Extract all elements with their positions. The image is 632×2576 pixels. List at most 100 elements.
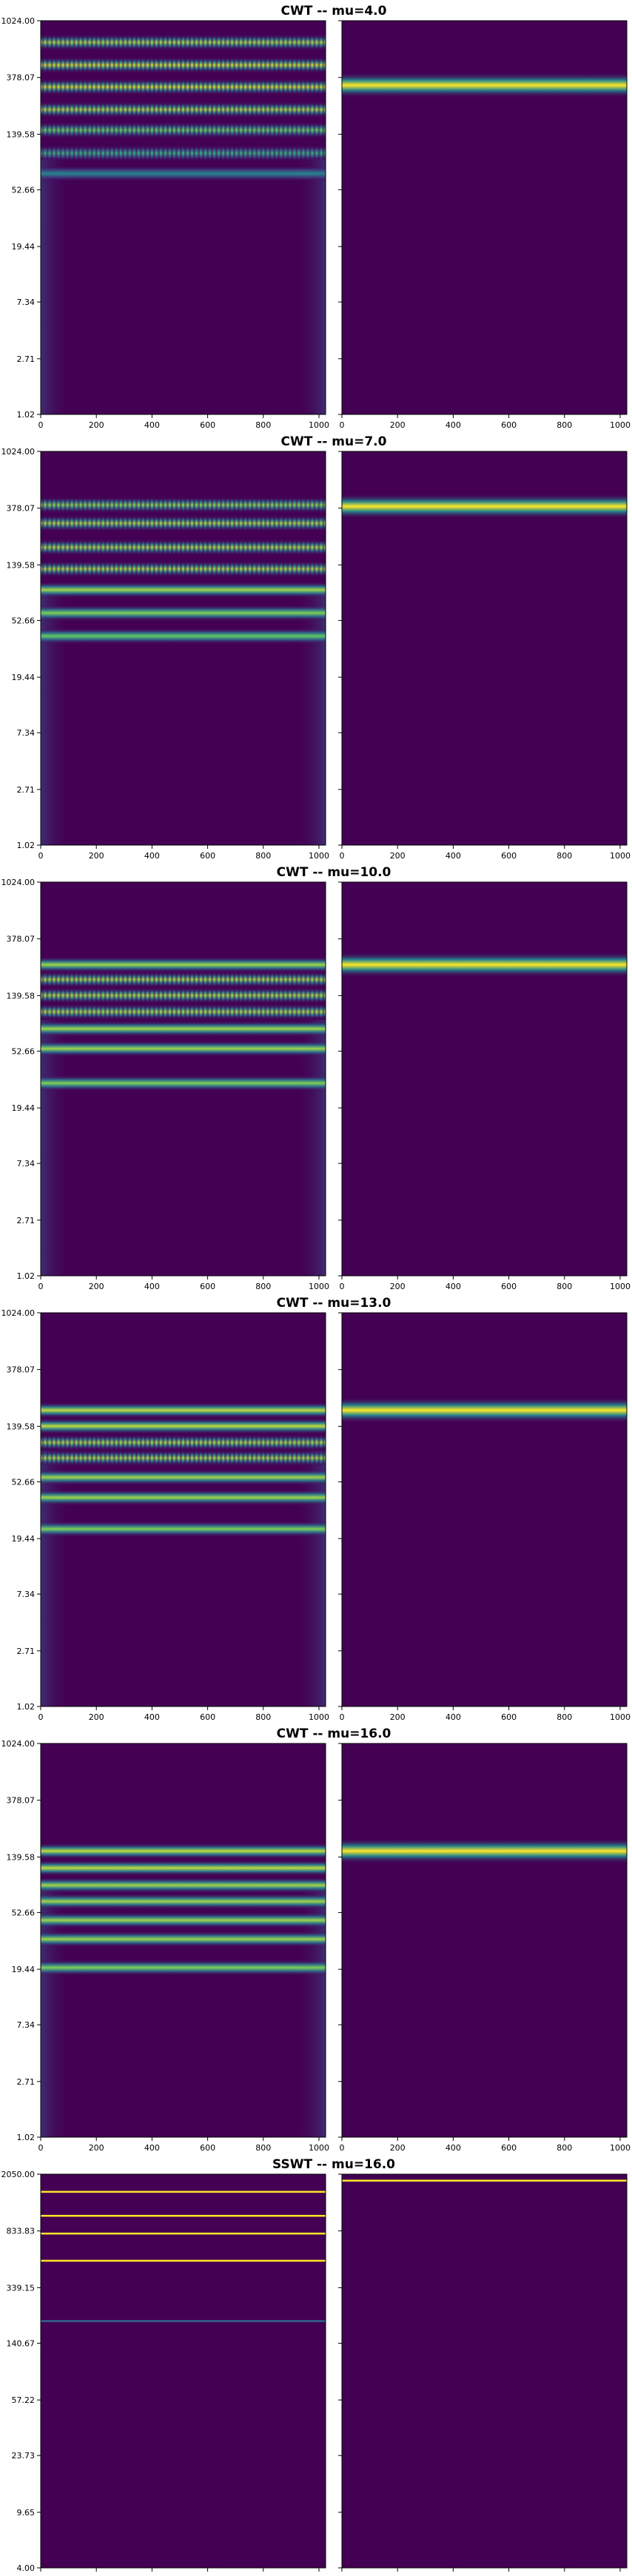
- band-stripe: [144, 498, 147, 512]
- band-stripe: [264, 58, 267, 72]
- band-stripe: [170, 1436, 173, 1450]
- band-stripe: [282, 58, 285, 72]
- band-stripe: [161, 540, 164, 554]
- band-stripe: [170, 1451, 173, 1465]
- band-stripe: [104, 1451, 107, 1465]
- band-stripe: [189, 562, 192, 576]
- band-stripe: [322, 1436, 325, 1450]
- band-stripe: [121, 1005, 124, 1019]
- band-stripe: [81, 540, 84, 554]
- coi-edge-right: [296, 1020, 326, 1276]
- band-stripe: [313, 562, 316, 576]
- band-stripe: [184, 1451, 187, 1465]
- band-stripe: [295, 80, 298, 94]
- band-stripe: [179, 517, 182, 531]
- band-stripe: [130, 989, 133, 1003]
- band-stripe: [86, 1005, 89, 1019]
- band-stripe: [117, 58, 120, 72]
- band-stripe: [202, 1005, 205, 1019]
- band-stripe: [68, 1005, 71, 1019]
- band-stripe: [144, 989, 147, 1003]
- band-stripe: [95, 498, 98, 512]
- band-stripe: [215, 58, 218, 72]
- band-stripe: [95, 540, 98, 554]
- band-stripe: [121, 1436, 124, 1450]
- band-stripe: [157, 498, 160, 512]
- band-stripe: [73, 58, 75, 72]
- y-tick-label: 7.34: [17, 1159, 36, 1168]
- band-stripe: [286, 1436, 289, 1450]
- band-stripe: [73, 517, 75, 531]
- energy-band: [41, 101, 326, 118]
- x-tick-label: 600: [501, 1712, 517, 1722]
- band-stripe: [242, 1451, 245, 1465]
- band-stripe: [130, 1436, 133, 1450]
- band-stripe: [184, 1436, 187, 1450]
- band-stripe: [238, 498, 241, 512]
- y-tick-label: 7.34: [17, 2020, 36, 2030]
- band-stripe: [273, 1451, 276, 1465]
- band-stripe: [317, 972, 320, 986]
- band-stripe: [278, 123, 280, 137]
- band-stripe: [269, 147, 272, 161]
- axes-frame: [341, 2173, 628, 2569]
- band-stripe: [246, 1451, 249, 1465]
- band-stripe: [251, 972, 254, 986]
- band-stripe: [77, 540, 80, 554]
- band-stripe: [148, 147, 151, 161]
- energy-band: [41, 515, 326, 532]
- band-stripe: [282, 989, 285, 1003]
- band-stripe: [130, 147, 133, 161]
- band-stripe: [202, 147, 205, 161]
- band-stripe: [242, 972, 245, 986]
- band-stripe: [255, 147, 258, 161]
- band-stripe: [73, 147, 75, 161]
- heatmap-background: [41, 1313, 326, 1706]
- band-stripe: [59, 103, 62, 117]
- band-stripe: [148, 1005, 151, 1019]
- band-stripe: [68, 972, 71, 986]
- band-stripe: [211, 1451, 214, 1465]
- coi-edge-left: [41, 589, 70, 845]
- chart-title: CWT -- mu=4.0: [281, 4, 387, 19]
- band-stripe: [95, 36, 98, 50]
- band-stripe: [135, 1451, 138, 1465]
- band-stripe: [295, 517, 298, 531]
- band-stripe: [304, 498, 307, 512]
- band-stripe: [273, 562, 276, 576]
- band-stripe: [179, 562, 182, 576]
- band-stripe: [90, 147, 93, 161]
- band-stripe: [161, 1005, 164, 1019]
- band-stripe: [206, 989, 209, 1003]
- band-stripe: [117, 540, 120, 554]
- band-stripe: [202, 1451, 205, 1465]
- band-stripe: [300, 989, 303, 1003]
- band-stripe: [317, 517, 320, 531]
- band-stripe: [242, 80, 245, 94]
- band-stripe: [130, 517, 133, 531]
- y-tick-label: 9.65: [17, 2508, 36, 2518]
- band-stripe: [81, 1005, 84, 1019]
- band-stripe: [282, 36, 285, 50]
- x-tick-label: 0: [340, 1712, 345, 1722]
- band-stripe: [77, 498, 80, 512]
- band-stripe: [215, 540, 218, 554]
- band-stripe: [46, 80, 49, 94]
- band-stripe: [161, 123, 164, 137]
- band-stripe: [46, 989, 49, 1003]
- band-stripe: [260, 123, 263, 137]
- band-stripe: [251, 147, 254, 161]
- band-stripe: [73, 540, 75, 554]
- band-stripe: [229, 1436, 232, 1450]
- x-tick-label: 600: [501, 1282, 517, 1291]
- band-stripe: [278, 989, 280, 1003]
- band-stripe: [108, 989, 111, 1003]
- band-stripe: [309, 972, 312, 986]
- band-stripe: [206, 58, 209, 72]
- band-stripe: [229, 1005, 232, 1019]
- band-stripe: [229, 36, 232, 50]
- figure-row-1: CWT -- mu=4.0 0 200 400 600 800 1000 1024.00 378…: [1, 4, 631, 430]
- band-stripe: [64, 36, 67, 50]
- band-stripe: [317, 1451, 320, 1465]
- band-stripe: [269, 989, 272, 1003]
